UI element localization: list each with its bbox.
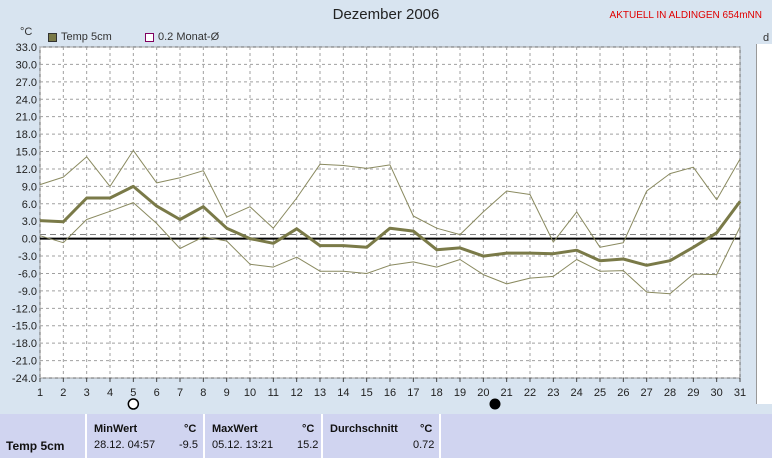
- y-tick-label: 18.0: [16, 129, 37, 141]
- x-tick-label: 29: [687, 387, 699, 399]
- temperature-chart: 33.030.027.024.021.018.015.012.09.06.03.…: [12, 42, 746, 410]
- x-tick-label: 25: [594, 387, 606, 399]
- scrollbar[interactable]: [756, 44, 772, 404]
- avg-unit: °C: [420, 423, 433, 435]
- max-header: MaxWert: [212, 423, 258, 435]
- month-avg-swatch-icon: [145, 32, 154, 42]
- legend-month-avg-label: 0.2 Monat-Ø: [158, 31, 220, 43]
- y-tick-label: 9.0: [22, 181, 37, 193]
- stats-row-label: Temp 5cm: [6, 439, 65, 453]
- y-tick-label: -3.0: [18, 251, 37, 263]
- new-moon-icon: [489, 398, 501, 410]
- y-tick-label: 0.0: [22, 234, 37, 246]
- x-tick-label: 15: [361, 387, 373, 399]
- x-tick-label: 27: [641, 387, 653, 399]
- x-tick-label: 3: [84, 387, 90, 399]
- x-tick-label: 2: [60, 387, 66, 399]
- min-header: MinWert: [94, 423, 138, 435]
- x-tick-label: 8: [200, 387, 206, 399]
- x-tick-label: 14: [337, 387, 349, 399]
- min-value: -9.5: [179, 439, 198, 451]
- location-banner: AKTUELL IN ALDINGEN 654mNN: [609, 10, 762, 21]
- legend-month-avg[interactable]: 0.2 Monat-Ø: [145, 31, 219, 43]
- x-tick-label: 12: [291, 387, 303, 399]
- x-tick-label: 4: [107, 387, 113, 399]
- x-tick-label: 10: [244, 387, 256, 399]
- y-tick-label: -24.0: [12, 373, 37, 385]
- x-tick-label: 16: [384, 387, 396, 399]
- avg-value: 0.72: [413, 439, 435, 451]
- x-tick-label: 7: [177, 387, 183, 399]
- chart-title: Dezember 2006: [332, 6, 440, 23]
- y-tick-label: -18.0: [12, 338, 37, 350]
- y-tick-label: 15.0: [16, 147, 37, 159]
- x-tick-label: 28: [664, 387, 676, 399]
- x-tick-label: 26: [617, 387, 629, 399]
- legend-temp-label: Temp 5cm: [61, 31, 112, 43]
- x-tick-label: 20: [477, 387, 489, 399]
- x-tick-label: 21: [501, 387, 513, 399]
- y-tick-label: 3.0: [22, 216, 37, 228]
- x-tick-label: 9: [224, 387, 230, 399]
- x-tick-label: 24: [571, 387, 583, 399]
- temp-swatch-icon: [48, 32, 57, 42]
- x-tick-label: 31: [734, 387, 746, 399]
- y-tick-label: -6.0: [18, 268, 37, 280]
- full-moon-icon: [127, 398, 140, 410]
- empty-cell: [441, 414, 772, 458]
- series-max-line: [39, 149, 741, 248]
- cut-off-letter: d: [763, 32, 770, 44]
- y-axis-unit: °C: [20, 26, 33, 38]
- series-temp-line: [39, 184, 742, 267]
- avg-header: Durchschnitt: [330, 423, 398, 435]
- x-tick-label: 1: [37, 387, 43, 399]
- x-tick-label: 30: [711, 387, 723, 399]
- x-tick-label: 22: [524, 387, 536, 399]
- x-tick-label: 6: [154, 387, 160, 399]
- y-tick-label: 12.0: [16, 164, 37, 176]
- stats-table: Temp 5cm MinWert °C 28.12. 04:57 -9.5 Ma…: [0, 414, 772, 458]
- x-tick-label: 18: [431, 387, 443, 399]
- x-tick-label: 17: [407, 387, 419, 399]
- max-unit: °C: [302, 423, 315, 435]
- x-tick-label: 23: [547, 387, 559, 399]
- y-tick-label: 30.0: [16, 59, 37, 71]
- x-tick-label: 13: [314, 387, 326, 399]
- x-tick-label: 19: [454, 387, 466, 399]
- avg-cell: Durchschnitt °C 0.72: [323, 414, 441, 458]
- min-unit: °C: [184, 423, 197, 435]
- y-tick-label: -15.0: [12, 321, 37, 333]
- y-tick-label: 24.0: [16, 94, 37, 106]
- x-tick-label: 11: [268, 387, 279, 399]
- y-tick-label: 27.0: [16, 77, 37, 89]
- legend-temp[interactable]: Temp 5cm: [48, 31, 112, 43]
- max-cell: MaxWert °C 05.12. 13:21 15.2: [205, 414, 323, 458]
- y-tick-label: -21.0: [12, 356, 37, 368]
- max-time: 05.12. 13:21: [212, 439, 274, 451]
- y-tick-label: 33.0: [16, 42, 37, 54]
- min-cell: MinWert °C 28.12. 04:57 -9.5: [87, 414, 205, 458]
- x-tick-label: 5: [130, 387, 136, 399]
- series-min-line: [39, 202, 741, 295]
- max-value: 15.2: [297, 439, 319, 451]
- y-tick-label: 21.0: [16, 112, 37, 124]
- min-time: 28.12. 04:57: [94, 439, 156, 451]
- y-tick-label: -12.0: [12, 303, 37, 315]
- stats-row-label-cell: Temp 5cm: [0, 414, 87, 458]
- y-tick-label: 6.0: [22, 199, 37, 211]
- y-tick-label: -9.0: [18, 286, 37, 298]
